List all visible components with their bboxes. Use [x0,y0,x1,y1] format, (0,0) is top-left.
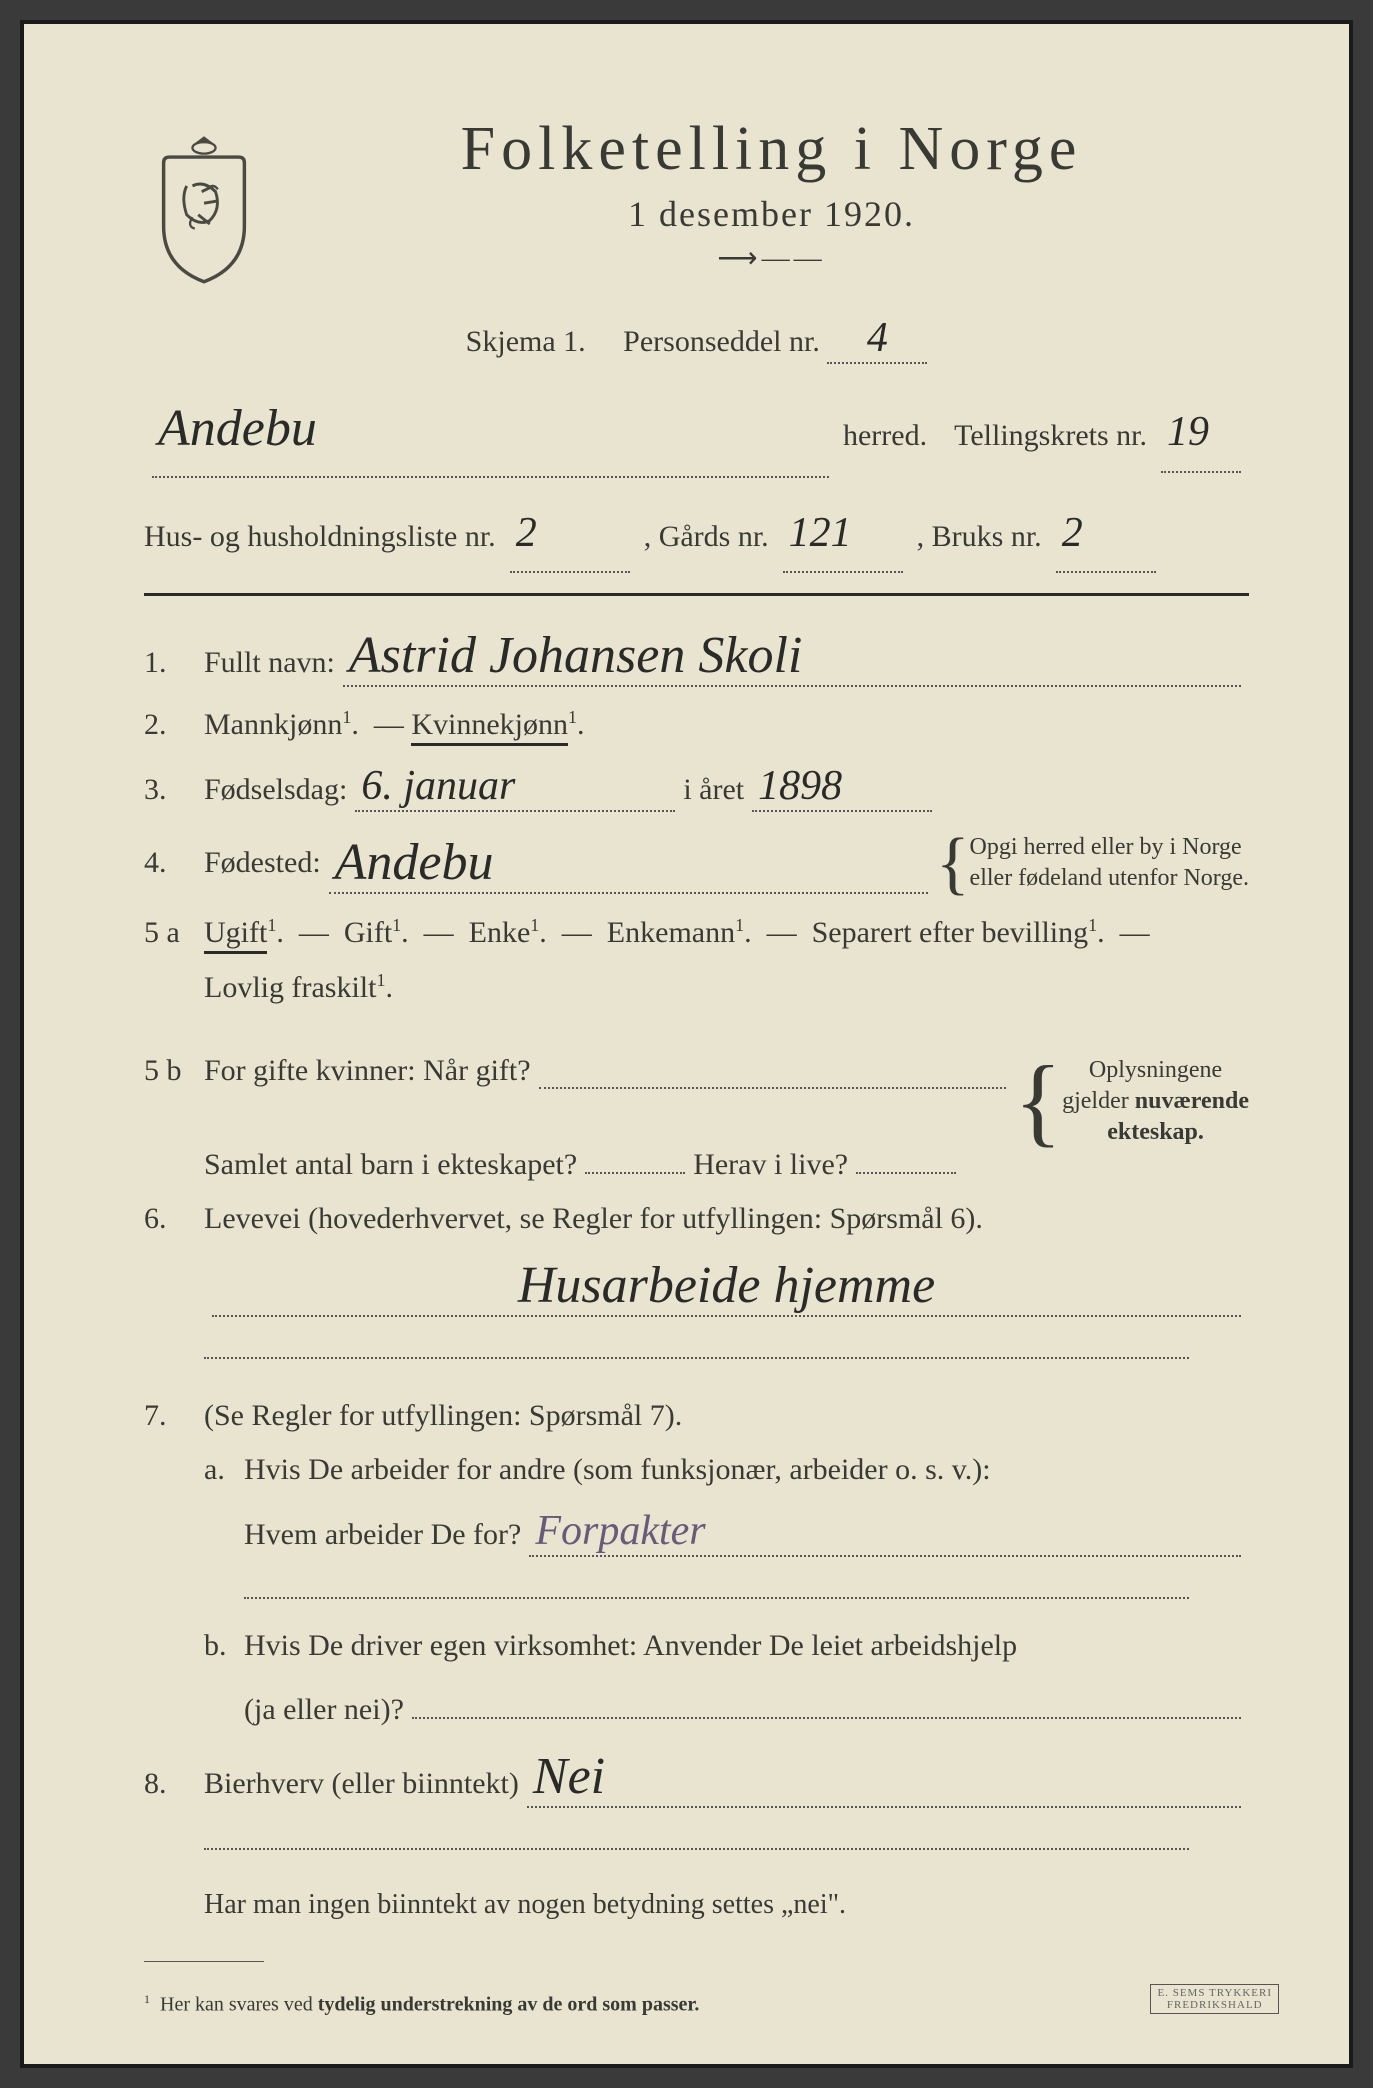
q1-value: Astrid Johansen Skoli [349,626,803,685]
herred-name: Andebu [158,382,317,476]
q2-mann: Mannkjønn1. — [204,707,411,742]
personseddel-label: Personseddel nr. [623,325,820,358]
q7b-label1: Hvis De driver egen virksomhet: Anvender… [244,1629,1017,1663]
q3-label: Fødselsdag: [204,773,347,807]
q5b-note: Oplysningene gjelder nuværende ekteskap. [1062,1055,1249,1149]
q5a-options: Ugift1. — Gift1. — Enke1. — Enkemann1. —… [204,915,1150,950]
footnote: 1 Her kan svares ved tydelig understrekn… [144,1992,1249,2017]
husholdning-nr: 2 [516,496,537,572]
q5b-label2: Samlet antal barn i ekteskapet? [204,1148,577,1182]
q7a-row2: Hvem arbeider De for? Forpakter [244,1507,1249,1557]
q7b-num: b. [204,1629,244,1663]
q7b-label2: (ja eller nei)? [244,1693,404,1727]
personseddel-nr: 4 [827,314,927,364]
divider-dash: ⟶—— [294,241,1249,275]
q5a-num: 5 a [144,916,204,950]
q6-value: Husarbeide hjemme [518,1256,935,1315]
q7a-label2: Hvem arbeider De for? [244,1518,521,1552]
dotted-line [204,1357,1189,1359]
herred-line: Andebu herred. Tellingskrets nr. 19 [144,382,1249,478]
q7-label: (Se Regler for utfyllingen: Spørsmål 7). [204,1399,682,1433]
tellingskrets-nr: 19 [1167,395,1209,471]
q2-kvinne: Kvinnekjønn1. [411,707,584,742]
q7b-row1: b. Hvis De driver egen virksomhet: Anven… [204,1629,1249,1663]
census-form-page: Folketelling i Norge 1 desember 1920. ⟶—… [20,20,1353,2068]
footer-note: Har man ingen biinntekt av nogen betydni… [204,1880,1249,1930]
q8-row: 8. Bierhverv (eller biinntekt) Nei [144,1747,1249,1808]
q5b-num: 5 b [144,1054,204,1088]
bruks-label: , Bruks nr. [917,510,1042,564]
q8-num: 8. [144,1767,204,1801]
q4-num: 4. [144,846,204,880]
dotted-line [244,1597,1189,1599]
q8-label: Bierhverv (eller biinntekt) [204,1767,519,1801]
q7a-value: Forpakter [535,1507,705,1555]
q3-mid: i året [683,773,744,807]
q1-label: Fullt navn: [204,646,335,680]
q5a-row: 5 a Ugift1. — Gift1. — Enke1. — Enkemann… [144,915,1249,950]
gards-label: , Gårds nr. [644,510,769,564]
q4-row: 4. Fødested: Andebu { Opgi herred eller … [144,832,1249,894]
q6-value-row: Husarbeide hjemme [144,1256,1249,1317]
q4-note: Opgi herred eller by i Norge eller fødel… [970,832,1249,894]
q5a-row2: Lovlig fraskilt1. [144,970,1249,1005]
q5b-row1: 5 b For gifte kvinner: Når gift? { Oplys… [144,1025,1249,1119]
main-title: Folketelling i Norge [294,114,1249,185]
tellingskrets-label: Tellingskrets nr. [954,409,1147,463]
q3-year: 1898 [758,762,842,810]
brace-icon: { [1014,1076,1062,1126]
q5a-fraskilt: Lovlig fraskilt1. [204,970,393,1005]
q5b-label3: Herav i live? [693,1148,848,1182]
q3-day: 6. januar [361,762,515,810]
brace-icon: { [936,846,970,881]
title-block: Folketelling i Norge 1 desember 1920. ⟶—… [294,114,1249,275]
q1-row: 1. Fullt navn: Astrid Johansen Skoli [144,626,1249,687]
q1-num: 1. [144,646,204,680]
q5b-label1: For gifte kvinner: Når gift? [204,1054,531,1088]
q7a-num: a. [204,1453,244,1487]
q8-value: Nei [533,1747,605,1806]
printer-stamp: E. SEMS TRYKKERIFREDRIKSHALD [1150,1984,1279,2014]
q4-value: Andebu [335,833,494,892]
q3-row: 3. Fødselsdag: 6. januar i året 1898 [144,762,1249,812]
q3-num: 3. [144,773,204,807]
herred-label: herred. [843,409,927,463]
divider-heavy [144,593,1249,596]
q6-row: 6. Levevei (hovederhvervet, se Regler fo… [144,1202,1249,1236]
q6-label: Levevei (hovederhvervet, se Regler for u… [204,1202,983,1236]
coat-of-arms-icon [144,134,264,284]
q2-num: 2. [144,708,204,742]
q7a-label1: Hvis De arbeider for andre (som funksjon… [244,1453,991,1487]
bruks-nr: 2 [1062,496,1083,572]
dotted-line [204,1848,1189,1850]
skjema-label: Skjema 1. [466,325,586,358]
husholdning-label: Hus- og husholdningsliste nr. [144,510,496,564]
header: Folketelling i Norge 1 desember 1920. ⟶—… [144,114,1249,284]
skjema-line: Skjema 1. Personseddel nr. 4 [144,314,1249,364]
q6-num: 6. [144,1202,204,1236]
q7a-row1: a. Hvis De arbeider for andre (som funks… [204,1453,1249,1487]
q4-label: Fødested: [204,846,321,880]
husholdning-line: Hus- og husholdningsliste nr. 2 , Gårds … [144,496,1249,574]
gards-nr: 121 [789,496,852,572]
q7b-row2: (ja eller nei)? [244,1683,1249,1727]
q7-row: 7. (Se Regler for utfyllingen: Spørsmål … [144,1399,1249,1433]
q2-row: 2. Mannkjønn1. — Kvinnekjønn1. [144,707,1249,742]
q7-num: 7. [144,1399,204,1433]
subtitle: 1 desember 1920. [294,193,1249,235]
footnote-rule [144,1961,264,1962]
